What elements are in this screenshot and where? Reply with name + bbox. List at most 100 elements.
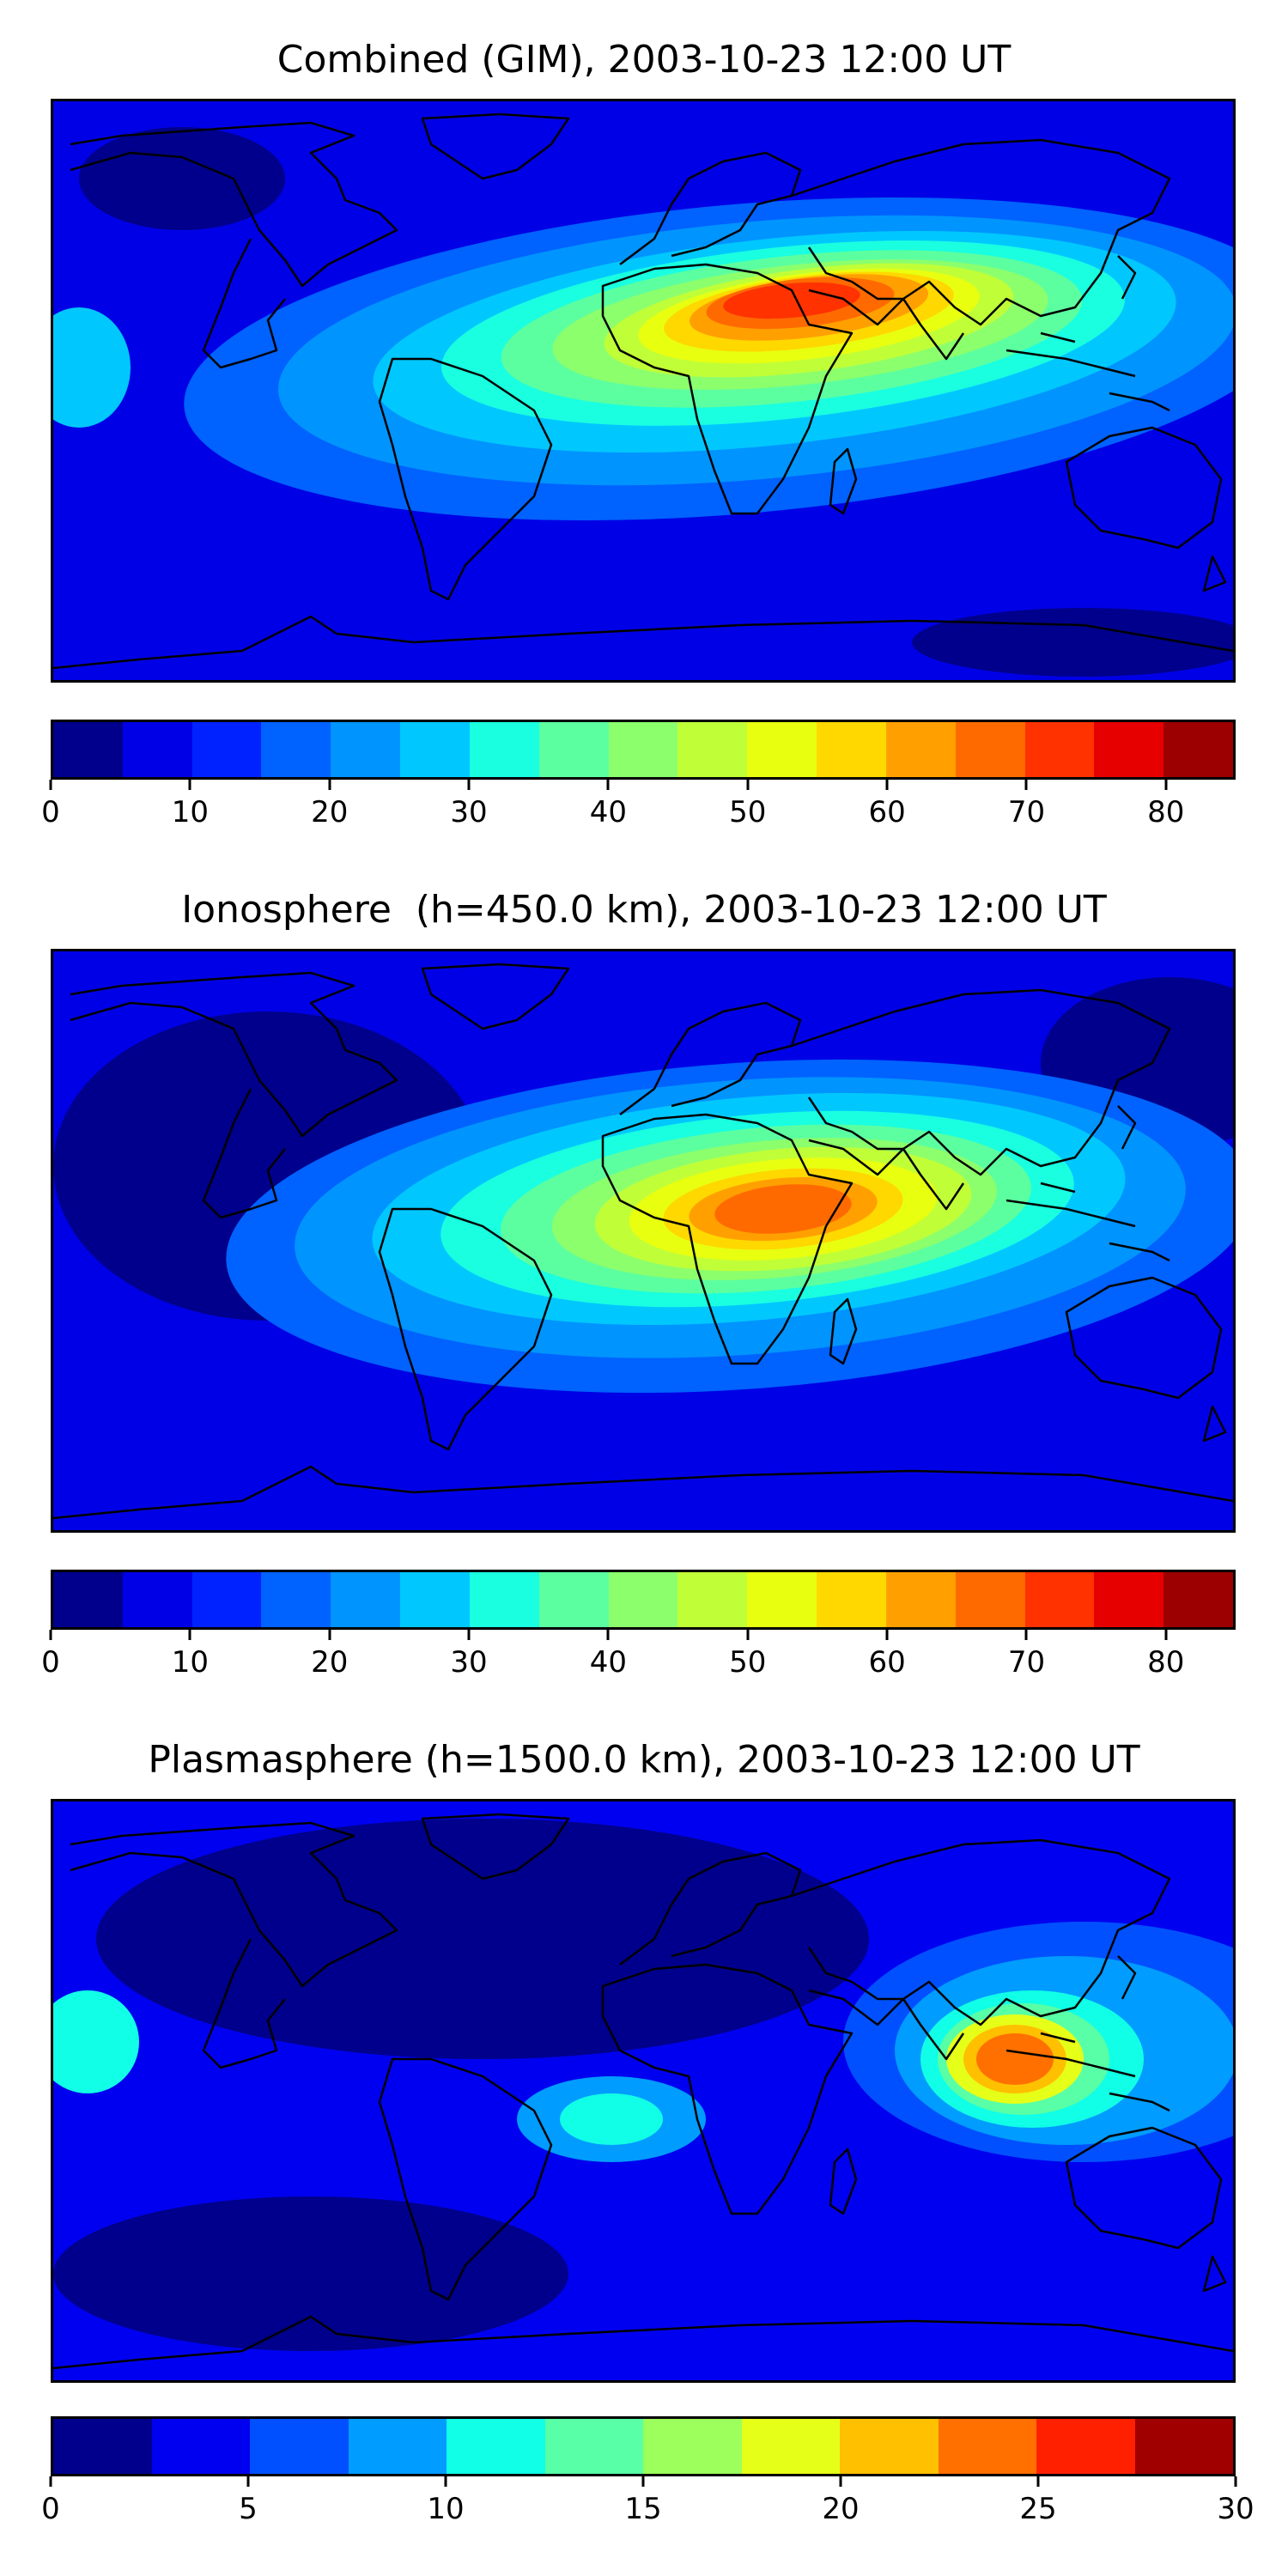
contour-band (79, 127, 285, 230)
coastline (202, 238, 286, 369)
colorbar-tick (467, 780, 471, 790)
coastline (1202, 2255, 1227, 2293)
colorbar-tick (188, 780, 191, 790)
colorbar-swatch (885, 1572, 956, 1627)
coastline (70, 121, 398, 288)
colorbar-swatch (544, 2419, 643, 2474)
coastline (808, 1139, 965, 1211)
colorbar-tick (641, 2476, 645, 2487)
colorbar-swatch (1024, 722, 1095, 777)
colorbar-ticks: 0 10 20 30 40 50 60 70 80 (41, 1630, 1236, 1681)
colorbar-tick (746, 1630, 750, 1640)
colorbar-swatch (938, 2419, 1036, 2474)
colorbar-swatch (400, 1572, 470, 1627)
coastline (601, 1963, 854, 2215)
coastline (791, 138, 1171, 326)
coastline (421, 112, 570, 180)
contour-band (96, 1819, 869, 2059)
contour-band (976, 2033, 1054, 2085)
colorbar-ticks: 0 5 10 15 20 25 30 (41, 2476, 1255, 2528)
coastline (53, 2315, 1233, 2370)
colorbar-tick (328, 780, 331, 790)
colorbar-tick-label: 30 (450, 795, 488, 829)
colorbar-tick (839, 2476, 842, 2487)
coastline (829, 1297, 858, 1365)
colorbar-tick-label: 10 (427, 2492, 465, 2526)
colorbar-swatch (643, 2419, 742, 2474)
tec-map (53, 951, 1233, 1530)
colorbar-tick-label: 80 (1147, 1645, 1185, 1680)
colorbar-swatch (469, 722, 539, 777)
colorbar-tick (606, 1630, 610, 1640)
map-ionosphere (51, 949, 1236, 1533)
colorbar-tick-label: 50 (729, 1645, 767, 1680)
contour-band (53, 1990, 139, 2093)
coastline (619, 151, 802, 265)
coastline (202, 1938, 286, 2069)
colorbar-tick (188, 1630, 191, 1640)
colorbar-tick-label: 80 (1147, 795, 1185, 829)
colorbar-swatch (250, 2419, 349, 2474)
colorbar-swatch (677, 1572, 748, 1627)
colorbar-swatch (1036, 2419, 1135, 2474)
coastline (1005, 331, 1170, 412)
colorbar-swatch (538, 722, 609, 777)
coastline (619, 1001, 802, 1115)
coastline (829, 2148, 858, 2215)
colorbar-swatch (1094, 722, 1164, 777)
coastline (378, 357, 553, 601)
colorbar-swatch (1024, 1572, 1095, 1627)
coastline (53, 615, 1233, 670)
coastline (421, 963, 570, 1030)
coastline (1065, 1276, 1223, 1400)
colorbar-swatch (469, 1572, 539, 1627)
colorbar-swatch (331, 722, 401, 777)
colorbar-tick (1024, 780, 1028, 790)
colorbar (51, 2416, 1236, 2476)
coastline (1202, 555, 1227, 592)
colorbar-swatch (608, 1572, 678, 1627)
colorbar-swatch (151, 2419, 250, 2474)
colorbar-tick-label: 10 (171, 1645, 209, 1680)
coastline (1202, 1405, 1227, 1443)
coastline (601, 1113, 854, 1365)
colorbar-tick-label: 40 (589, 1645, 628, 1680)
contour-band (53, 307, 131, 428)
coastline (202, 1088, 286, 1219)
coastline (1005, 2032, 1170, 2112)
colorbar-tick-label: 0 (41, 2492, 60, 2526)
colorbar-tick-label: 20 (822, 2492, 860, 2526)
colorbar-tick (1164, 1630, 1168, 1640)
coastline (1065, 426, 1223, 550)
colorbar-swatch (191, 722, 262, 777)
colorbar-swatch (191, 1572, 262, 1627)
colorbar-tick (444, 2476, 447, 2487)
colorbar-swatch (955, 1572, 1025, 1627)
colorbar (51, 720, 1236, 780)
colorbar-tick (885, 1630, 889, 1640)
colorbar-swatch (122, 1572, 192, 1627)
coastline (53, 1465, 1233, 1520)
colorbar-swatch (122, 722, 192, 777)
colorbar-tick (1234, 2476, 1237, 2487)
contour-band (560, 2093, 663, 2145)
colorbar-tick (746, 780, 750, 790)
colorbar-tick-label: 5 (239, 2492, 258, 2526)
panel-title: Ionosphere (h=450.0 km), 2003-10-23 12:0… (181, 888, 1107, 932)
colorbar-tick-label: 0 (41, 795, 60, 829)
colorbar-tick-label: 10 (171, 795, 209, 829)
coastline (619, 1851, 802, 1965)
coastline (808, 1989, 965, 2061)
coastline (378, 2057, 553, 2301)
colorbar-tick (606, 780, 610, 790)
colorbar-swatch (1163, 1572, 1234, 1627)
colorbar (51, 1570, 1236, 1630)
coastline (601, 263, 854, 515)
colorbar-tick-label: 25 (1019, 2492, 1057, 2526)
contour-band (723, 282, 860, 319)
colorbar-tick (1036, 2476, 1040, 2487)
coastline (791, 1838, 1171, 2026)
coastline (1005, 1182, 1170, 1262)
colorbar-swatch (1134, 2419, 1233, 2474)
map-plasmasphere (51, 1799, 1236, 2383)
